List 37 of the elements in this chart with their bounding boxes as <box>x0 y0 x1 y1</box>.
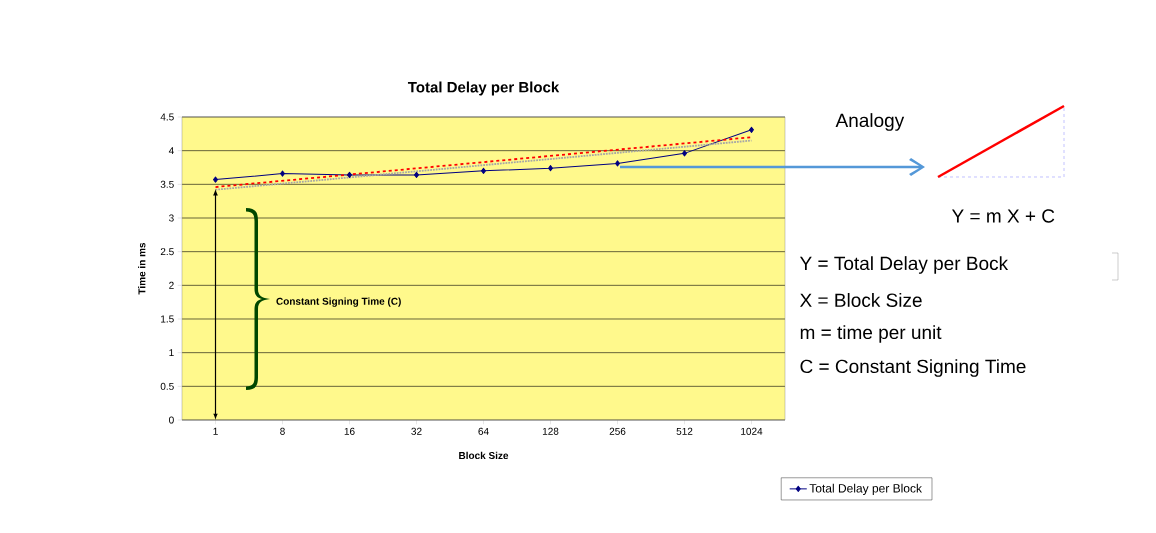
y-tick-label: 1 <box>169 349 174 357</box>
x-axis-title: Block Size <box>459 451 509 460</box>
text: Analogy <box>835 113 905 131</box>
point <box>213 176 218 183</box>
y-tick-label: 3.5 <box>160 180 174 188</box>
x-tick-label: 512 <box>676 427 693 435</box>
y-axis-title: Time in ms <box>138 242 146 295</box>
point <box>280 170 285 177</box>
point <box>548 165 553 172</box>
x-tick-label: 64 <box>478 427 489 435</box>
chart-title: Total Delay per Block <box>407 81 560 96</box>
point <box>481 167 486 174</box>
text: Y = m X + C <box>951 209 1055 223</box>
annotation: Constant Signing Time (C) <box>276 297 401 307</box>
y-tick-label: 2.5 <box>160 248 174 256</box>
x-tick-label: 128 <box>542 427 559 435</box>
legend-label: Total Delay per Block <box>809 483 922 495</box>
y-tick-label: 0.5 <box>160 382 174 390</box>
y-tick-label: 4.5 <box>160 113 174 121</box>
x-tick-label: 8 <box>280 427 285 435</box>
y-tick-label: 1.5 <box>161 315 174 323</box>
x-tick-label: 16 <box>344 427 355 435</box>
y-tick-label: 2 <box>169 281 174 289</box>
y-tick-label: 4 <box>168 147 174 155</box>
text: C = Constant Signing Time <box>800 359 1026 377</box>
text: Y = Total Delay per Bock <box>799 256 1009 274</box>
x-tick-label: 1 <box>213 427 218 435</box>
y-tick-label: 3 <box>169 214 174 222</box>
text: m = time per unit <box>800 325 942 343</box>
x-tick-label: 1024 <box>741 427 763 435</box>
text: X = Block Size <box>799 293 922 307</box>
point <box>615 160 620 167</box>
y-tick-label: 0 <box>169 416 174 424</box>
x-tick-label: 32 <box>411 427 422 435</box>
x-tick-label: 256 <box>609 427 626 435</box>
point <box>682 150 687 157</box>
point <box>749 126 754 133</box>
